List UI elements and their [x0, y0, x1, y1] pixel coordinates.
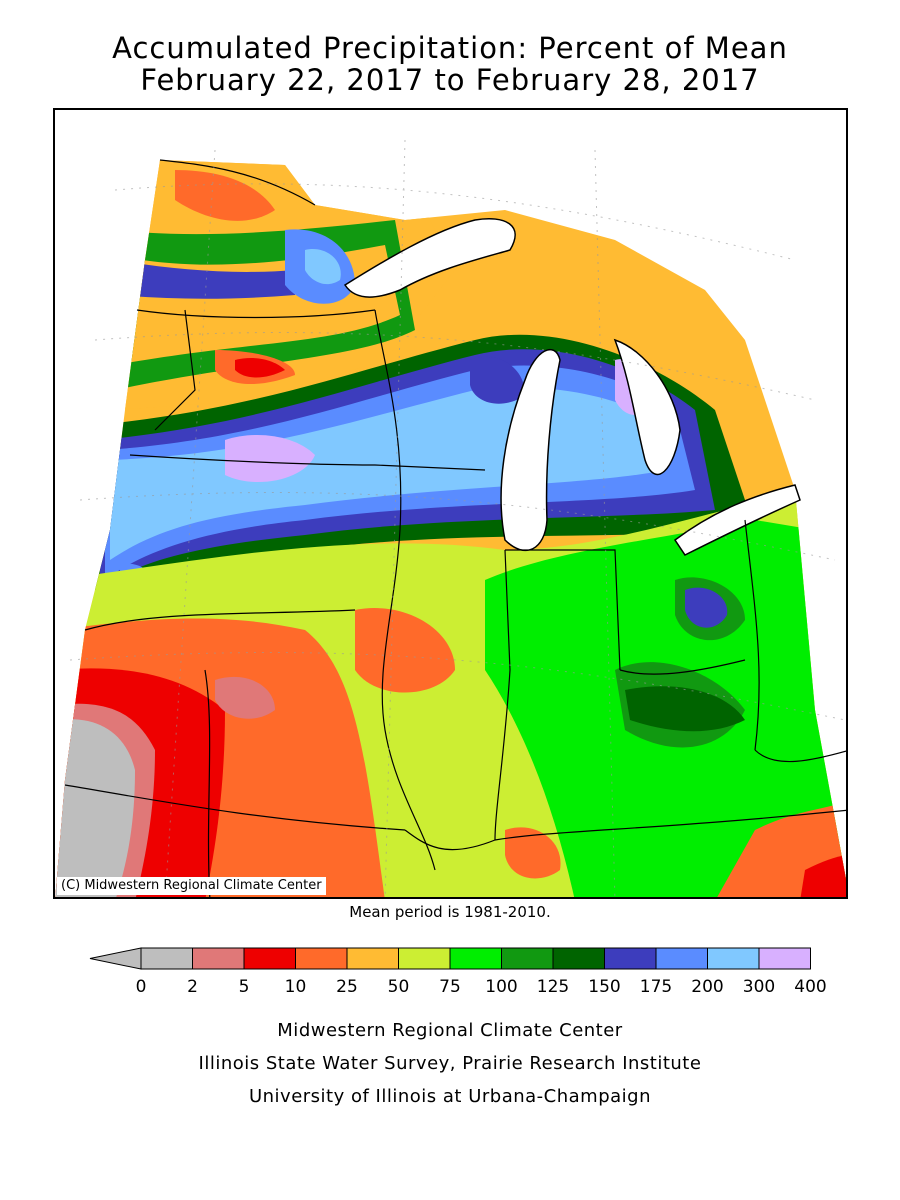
- legend-swatch: [758, 947, 811, 970]
- legend-bar: [89, 947, 811, 970]
- legend-swatch: [346, 947, 399, 970]
- legend-label: 400: [794, 977, 827, 997]
- lake-huron: [613, 338, 681, 476]
- legend-label: 75: [439, 977, 461, 997]
- legend-label: 5: [238, 977, 250, 997]
- color-legend: [0, 940, 900, 980]
- legend-label: 25: [336, 977, 358, 997]
- legend-swatch: [552, 947, 605, 970]
- credit-survey: Illinois State Water Survey, Prairie Res…: [198, 1053, 702, 1074]
- legend-swatch: [398, 947, 451, 970]
- legend-swatch: [295, 947, 348, 970]
- lake-superior: [343, 218, 516, 298]
- legend-swatch: [140, 947, 193, 970]
- legend-swatch: [449, 947, 502, 970]
- great-lakes: [343, 218, 801, 556]
- legend-swatch: [501, 947, 554, 970]
- legend-label: 100: [485, 977, 518, 997]
- legend-swatch: [655, 947, 708, 970]
- legend-label: 50: [387, 977, 410, 997]
- lake-michigan: [500, 348, 561, 552]
- legend-swatch: [192, 947, 245, 970]
- map-date-range: February 22, 2017 to February 28, 2017: [140, 63, 760, 97]
- legend-label: 150: [588, 977, 621, 997]
- legend-swatch: [604, 947, 657, 970]
- map-title: Accumulated Precipitation: Percent of Me…: [112, 31, 788, 65]
- credit-org: Midwestern Regional Climate Center: [277, 1020, 623, 1041]
- legend-below-arrow: [89, 947, 142, 970]
- legend-label: 200: [691, 977, 724, 997]
- legend-swatch: [243, 947, 296, 970]
- lake-erie: [673, 484, 801, 556]
- legend-label: 300: [742, 977, 776, 997]
- precipitation-map: (C) Midwestern Regional Climate Center: [53, 108, 848, 899]
- legend-label: 10: [284, 977, 307, 997]
- map-copyright: (C) Midwestern Regional Climate Center: [57, 877, 326, 895]
- legend-label: 175: [639, 977, 673, 997]
- legend-swatch: [707, 947, 760, 970]
- mean-period-note: Mean period is 1981-2010.: [349, 903, 551, 921]
- credit-university: University of Illinois at Urbana-Champai…: [248, 1086, 652, 1107]
- legend-label: 0: [135, 977, 147, 997]
- legend-label: 2: [187, 977, 198, 997]
- legend-label: 125: [536, 977, 570, 997]
- state-boundaries: [64, 159, 846, 897]
- map-canvas: [55, 139, 846, 897]
- graticule: [69, 139, 846, 897]
